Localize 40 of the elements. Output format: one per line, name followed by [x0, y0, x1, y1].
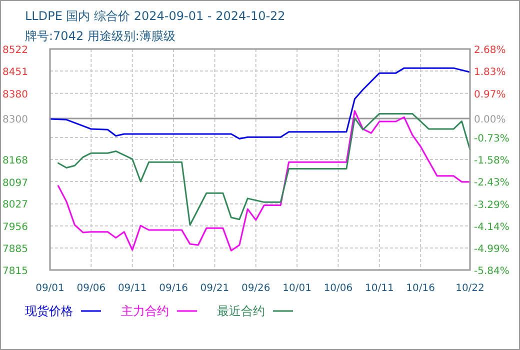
y2-tick-label: 2.68%	[474, 45, 506, 56]
y2-tick-label: 0.97%	[474, 89, 506, 100]
y-tick-label: 8027	[2, 200, 28, 211]
y-tick-label: 7885	[2, 244, 28, 256]
y-tick-label: 8380	[2, 89, 28, 100]
y2-tick-label: -3.29%	[474, 200, 510, 211]
x-tick-label: 09/11	[118, 283, 147, 294]
line-series	[49, 67, 471, 140]
line-series	[57, 112, 471, 226]
chart-title: LLDPE 国内 综合价 2024-09-01 - 2024-10-22	[25, 9, 286, 23]
y2-tick-label: -4.99%	[474, 244, 510, 255]
y2-tick-label: -4.14%	[474, 222, 510, 233]
x-tick-label: 09/26	[241, 283, 270, 294]
y2-tick-label: 1.83%	[474, 67, 506, 78]
x-tick-label: 10/06	[324, 283, 353, 294]
y-tick-label: 8300	[2, 114, 28, 126]
x-tick-label: 10/01	[282, 283, 312, 294]
line-series	[57, 110, 471, 252]
x-tick-label: 09/16	[159, 283, 188, 294]
y2-tick-label: -0.73%	[474, 133, 510, 144]
y-tick-label: 8097	[2, 178, 28, 189]
legend-label: 现货价格	[25, 304, 73, 318]
y2-tick-label: 0.00%	[474, 114, 506, 126]
x-tick-label: 09/21	[200, 283, 230, 294]
x-tick-label: 10/16	[406, 283, 435, 294]
y2-tick-label: -1.58%	[474, 156, 510, 166]
y2-tick-label: -5.84%	[474, 266, 510, 277]
y-tick-label: 8522	[2, 45, 28, 56]
x-tick-label: 10/22	[456, 283, 484, 294]
y-tick-label: 7956	[2, 222, 28, 233]
y-tick-label: 7815	[2, 266, 28, 277]
legend-label: 主力合约	[121, 304, 169, 318]
y-tick-label: 8168	[2, 156, 28, 167]
x-tick-label: 09/06	[76, 283, 106, 294]
x-tick-label: 09/01	[36, 283, 64, 294]
y-tick-label: 8451	[2, 67, 28, 78]
y2-tick-label: -2.43%	[474, 178, 510, 189]
legend-label: 最近合约	[217, 304, 265, 318]
chart-subtitle: 牌号:7042 用途级别:薄膜级	[25, 29, 176, 43]
x-tick-label: 10/11	[365, 283, 394, 294]
